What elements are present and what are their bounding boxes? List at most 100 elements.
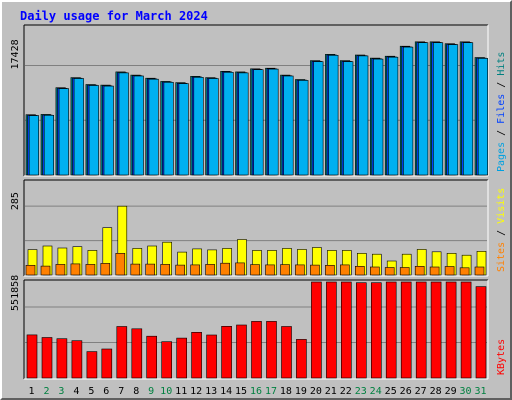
bar-sites-17 [265,264,275,276]
bar-pages-27 [418,42,429,176]
bar-pages-18 [283,75,294,176]
bar-kbytes-27 [415,281,427,379]
bar-kbytes-11 [176,337,187,379]
bar-kbytes-23 [355,282,367,379]
x-tick-label: 10 [160,386,172,397]
bar-sites-18 [280,264,290,276]
bar-kbytes-26 [400,281,412,379]
panel-hits: 17428 Pages / Files / Hits [10,24,507,177]
x-tick-label: 2 [43,386,49,397]
bar-pages-23 [358,55,369,176]
bar-kbytes-5 [86,351,98,379]
label-separator: / [496,76,507,94]
bar-kbytes-1 [26,334,38,379]
x-tick-label: 31 [474,386,486,397]
bar-sites-27 [414,265,425,276]
bar-pages-5 [88,85,99,176]
bar-kbytes-6 [101,348,113,379]
x-tick-label: 14 [220,386,232,397]
bar-sites-8 [130,263,141,276]
chart-title: Daily usage for March 2024 [20,9,208,23]
x-tick-label: 13 [205,386,217,397]
bar-sites-22 [339,264,350,276]
x-tick-label: 18 [280,386,292,397]
bar-pages-4 [73,78,84,176]
bar-pages-19 [298,80,309,176]
bar-pages-2 [43,115,55,176]
x-tick-label: 5 [88,386,94,397]
axis-max-label-kbytes: 551858 [10,275,21,311]
bar-kbytes-7 [116,326,128,379]
bar-kbytes-30 [460,281,472,379]
legend-hits: Hits [496,52,507,76]
bar-sites-9 [145,263,155,276]
x-tick-label: 21 [325,386,337,397]
bar-kbytes-12 [191,331,202,379]
bar-sites-15 [235,262,245,276]
bars-visits [25,205,487,276]
bar-sites-20 [310,264,320,276]
bar-kbytes-10 [161,341,172,379]
x-tick-label: 4 [73,386,79,397]
bar-pages-16 [253,69,264,176]
x-tick-label: 16 [250,386,262,397]
bar-pages-1 [28,115,40,176]
bar-pages-15 [238,72,249,176]
x-tick-label: 15 [235,386,247,397]
bar-sites-16 [250,264,260,276]
bar-kbytes-24 [370,282,382,379]
bar-sites-1 [25,264,36,276]
bar-sites-7 [115,253,126,276]
legend-sites: Sites [496,242,507,272]
x-tick-label: 30 [459,386,471,397]
x-tick-label: 24 [370,386,382,397]
bar-sites-28 [429,266,440,276]
bar-sites-6 [100,263,111,276]
bar-sites-31 [474,266,485,276]
bar-sites-10 [160,264,170,276]
bar-sites-12 [190,264,200,276]
bar-pages-12 [193,77,204,176]
bar-pages-22 [343,61,354,176]
bars-hits [25,41,489,176]
bar-sites-13 [205,264,215,276]
bar-sites-30 [459,267,470,276]
x-tick-label: 28 [430,386,442,397]
bar-sites-11 [175,264,185,276]
bar-kbytes-17 [266,321,277,379]
bar-kbytes-2 [41,337,53,379]
legend-visits: Visits [496,188,507,224]
x-tick-label: 20 [310,386,322,397]
label-separator: / [496,224,507,242]
bars-kbytes [26,281,487,379]
bar-pages-25 [388,56,399,176]
bar-kbytes-21 [326,281,337,379]
x-tick-label: 27 [415,386,427,397]
bar-sites-5 [85,264,96,276]
x-tick-label: 17 [265,386,277,397]
x-tick-label: 26 [400,386,412,397]
bar-kbytes-9 [146,335,157,379]
bar-kbytes-28 [430,281,442,379]
x-tick-label: 6 [103,386,109,397]
bar-pages-13 [208,78,219,176]
legend-pages: Pages [496,142,507,172]
bar-kbytes-16 [251,321,262,379]
legend-files: Files [496,94,507,124]
bar-kbytes-20 [311,281,322,379]
bar-sites-14 [220,262,230,276]
bar-sites-2 [40,265,51,276]
bar-pages-29 [447,44,459,176]
bar-sites-26 [399,267,410,276]
bar-pages-11 [178,83,189,176]
x-tick-label: 19 [295,386,307,397]
x-tick-label: 1 [28,386,34,397]
x-tick-label: 12 [190,386,202,397]
right-labels-kbytes: KBytes [496,339,507,375]
bar-pages-20 [313,61,324,176]
x-tick-label: 29 [445,386,457,397]
bar-pages-6 [103,85,114,176]
bar-pages-31 [477,58,489,176]
bar-pages-8 [133,75,144,176]
